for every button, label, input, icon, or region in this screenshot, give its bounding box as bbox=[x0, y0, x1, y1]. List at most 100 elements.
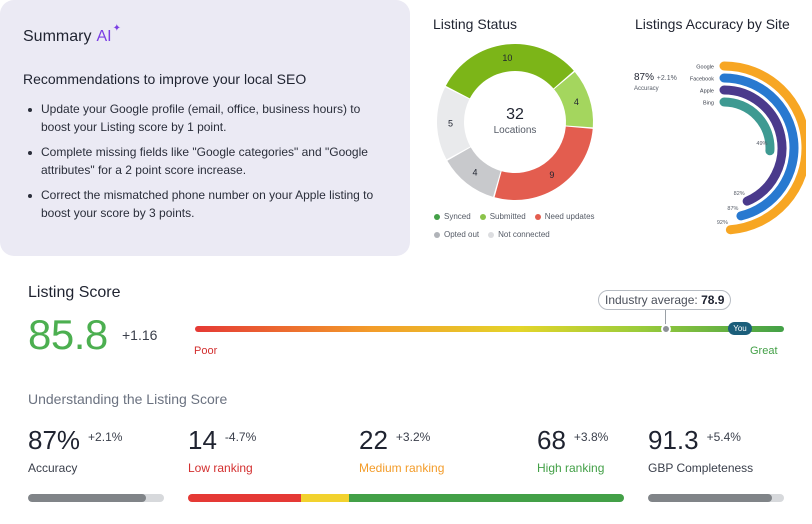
radial-site-label: Google bbox=[696, 65, 714, 71]
metric-low-ranking: 14 -4.7% Low ranking bbox=[188, 425, 256, 475]
radial-arcs: Google 92% Facebook 87% Apple 82% Bing 49% bbox=[690, 61, 806, 235]
metric-delta: +5.4% bbox=[706, 430, 741, 444]
radial-arc-apple bbox=[719, 85, 787, 206]
score-gradient-bar bbox=[195, 326, 784, 332]
recommendations-list: Update your Google profile (email, offic… bbox=[23, 100, 388, 222]
radial-site-label: Facebook bbox=[690, 77, 714, 83]
ranking-segment-low bbox=[188, 494, 302, 502]
donut-segments bbox=[437, 44, 593, 201]
gbp-progress-bar bbox=[648, 494, 784, 502]
metric-label: Low ranking bbox=[188, 461, 253, 475]
legend-item-not-connected: Not connected bbox=[488, 230, 550, 239]
poor-label: Poor bbox=[194, 345, 218, 357]
metric-delta: +3.8% bbox=[573, 430, 609, 444]
metric-value: 14 bbox=[188, 425, 217, 455]
donut-segment-label: 5 bbox=[448, 118, 453, 128]
legend-dot bbox=[534, 213, 541, 220]
accuracy-progress-bar bbox=[28, 494, 164, 502]
metric-value: 22 bbox=[359, 425, 388, 455]
legend-dot bbox=[479, 213, 486, 220]
industry-average-marker bbox=[661, 324, 671, 334]
ranking-segment-high bbox=[349, 494, 624, 502]
listing-status-legend: Synced Submitted Need updates Opted out Not … bbox=[434, 212, 604, 239]
accuracy-progress-fill bbox=[28, 494, 147, 502]
donut-segment-need-updates bbox=[494, 126, 593, 201]
accuracy-headline: 87% +2.1% bbox=[634, 72, 677, 83]
recommendation-item: Correct the mismatched phone number on y… bbox=[23, 186, 388, 222]
ranking-segment-medium bbox=[301, 494, 350, 502]
metric-medium-ranking: 22 +3.2% Medium ranking bbox=[359, 425, 444, 475]
legend-item-need-updates: Need updates bbox=[534, 212, 595, 221]
donut-total-label: Locations bbox=[494, 125, 537, 136]
metric-high-ranking: 68 +3.8% High ranking bbox=[537, 425, 608, 475]
donut-segment-opted-out bbox=[447, 147, 501, 197]
metric-gbp-completeness: 91.3 +5.4% GBP Completeness bbox=[648, 425, 753, 475]
donut-segment-not-connected bbox=[437, 87, 471, 160]
listing-score-value: 85.8 bbox=[28, 311, 108, 358]
metric-accuracy: 87% +2.1% Accuracy bbox=[28, 425, 122, 475]
donut-segment-synced bbox=[554, 71, 593, 128]
radial-value-label: 82% bbox=[734, 191, 745, 197]
you-badge: You bbox=[728, 322, 752, 335]
donut-labels: 10 4 9 4 5 bbox=[448, 53, 579, 180]
legend-dot bbox=[434, 231, 440, 238]
radial-site-label: Bing bbox=[703, 101, 714, 107]
industry-average-label: Industry average: bbox=[605, 293, 698, 307]
donut-segment-label: 9 bbox=[549, 170, 554, 180]
recommendation-item: Complete missing fields like "Google cat… bbox=[23, 143, 388, 179]
legend-label: Synced bbox=[444, 212, 471, 221]
metric-value: 87% bbox=[28, 425, 81, 455]
listing-status-title: Listing Status bbox=[433, 16, 518, 32]
accuracy-headline-label: Accuracy bbox=[634, 86, 659, 92]
legend-item-synced: Synced bbox=[434, 212, 471, 221]
metric-label: Accuracy bbox=[28, 461, 78, 475]
metric-value: 91.3 bbox=[648, 425, 699, 455]
sparkle-icon: ✦ bbox=[112, 23, 121, 34]
donut-segment-label: 4 bbox=[473, 168, 478, 178]
legend-label: Submitted bbox=[489, 212, 526, 221]
donut-segment-label: 4 bbox=[574, 97, 579, 107]
summary-title-text: Summary bbox=[23, 28, 92, 45]
accuracy-headline-delta: +2.1% bbox=[656, 75, 677, 82]
legend-label: Not connected bbox=[498, 230, 550, 239]
metric-value: 68 bbox=[537, 425, 566, 455]
radial-site-label: Apple bbox=[700, 89, 714, 95]
industry-average-value: 78.9 bbox=[701, 293, 725, 307]
legend-label: Need updates bbox=[544, 212, 595, 221]
radial-arc-google bbox=[719, 61, 806, 235]
accuracy-headline-value: 87% bbox=[634, 72, 655, 83]
metric-delta: -4.7% bbox=[224, 430, 257, 444]
legend-label: Opted out bbox=[444, 230, 480, 239]
industry-average-line bbox=[665, 307, 666, 325]
radial-arc-facebook bbox=[719, 73, 799, 221]
summary-title: Summary AI ✦ bbox=[23, 23, 388, 46]
radial-value-label: 87% bbox=[727, 206, 738, 212]
accuracy-by-site-title: Listings Accuracy by Site bbox=[635, 16, 790, 32]
metric-delta: +2.1% bbox=[88, 430, 123, 444]
metric-label: Medium ranking bbox=[359, 461, 445, 475]
donut-total: 32 bbox=[506, 106, 524, 123]
legend-dot bbox=[434, 213, 440, 220]
great-label: Great bbox=[750, 345, 778, 357]
summary-card: Summary AI ✦ Recommendations to improve … bbox=[0, 0, 410, 256]
recommendation-item: Update your Google profile (email, offic… bbox=[23, 100, 388, 136]
ai-label: AI bbox=[96, 28, 112, 45]
donut-segment-label: 10 bbox=[502, 53, 512, 63]
legend-item-submitted: Submitted bbox=[479, 212, 526, 221]
listing-score-delta: +1.16 bbox=[122, 327, 158, 343]
radial-value-label: 49% bbox=[756, 141, 767, 147]
listing-score-title: Listing Score bbox=[28, 284, 121, 301]
accuracy-radial-chart: Google 92% Facebook 87% Apple 82% Bing 49% bbox=[690, 61, 806, 235]
metric-label: High ranking bbox=[537, 461, 605, 475]
gbp-progress-fill bbox=[648, 494, 773, 502]
radial-arc-bing bbox=[719, 97, 775, 156]
legend-item-opted-out: Opted out bbox=[434, 230, 479, 239]
metric-label: GBP Completeness bbox=[648, 461, 754, 475]
radial-value-label: 92% bbox=[717, 220, 728, 226]
recommendations-heading: Recommendations to improve your local SE… bbox=[23, 71, 307, 87]
donut-segment-submitted bbox=[445, 44, 574, 99]
understanding-title: Understanding the Listing Score bbox=[28, 391, 228, 407]
listing-status-donut: 10 4 9 4 5 32 Locations bbox=[437, 44, 593, 201]
industry-average-bubble: Industry average: 78.9 bbox=[598, 290, 732, 310]
metric-delta: +3.2% bbox=[395, 430, 431, 444]
